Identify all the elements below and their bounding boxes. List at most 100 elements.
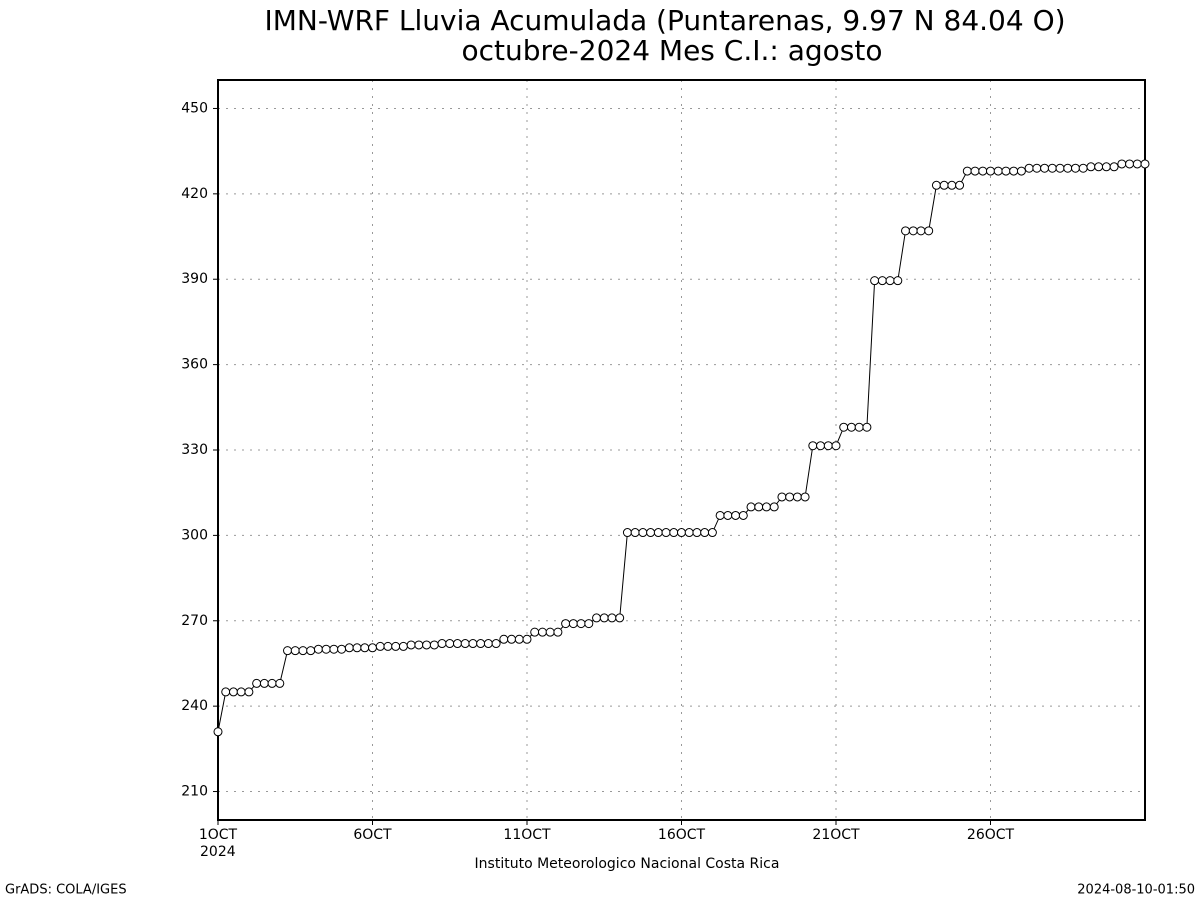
data-point [283, 646, 293, 656]
data-point [228, 687, 238, 697]
data-point [221, 687, 231, 697]
data-point [406, 640, 416, 650]
data-point [1032, 163, 1042, 173]
x-sublabel: 2024 [200, 844, 236, 860]
data-point [452, 639, 462, 649]
data-point [785, 492, 795, 502]
data-point [368, 643, 377, 653]
data-point [1070, 163, 1080, 173]
data-point [537, 627, 547, 637]
data-point [901, 226, 911, 236]
data-point [1094, 162, 1104, 172]
y-tick-label: 240 [181, 698, 208, 714]
data-point [831, 441, 841, 451]
data-point [1009, 166, 1019, 176]
data-point [236, 687, 246, 697]
data-point [483, 639, 493, 649]
data-point [646, 528, 656, 538]
data-point [615, 613, 625, 623]
data-point [1109, 162, 1119, 172]
data-point [329, 644, 339, 654]
data-point [507, 634, 517, 644]
data-point [908, 226, 918, 236]
data-point [1101, 162, 1111, 172]
data-point [499, 634, 509, 644]
data-point [715, 510, 725, 520]
data-point [429, 640, 439, 650]
data-point [661, 528, 671, 538]
data-point [723, 510, 733, 520]
data-point [777, 492, 787, 502]
data-point [669, 528, 679, 538]
data-point [445, 639, 455, 649]
data-point [460, 639, 470, 649]
x-tick-label: 21OCT [812, 827, 860, 843]
data-point [313, 644, 323, 654]
chart-subtitle: octubre-2024 Mes C.I.: agosto [462, 34, 883, 67]
data-point [986, 166, 995, 176]
data-point [754, 502, 764, 512]
data-point [592, 613, 602, 623]
data-point [545, 627, 555, 637]
plot-frame [217, 79, 1146, 821]
data-point [653, 528, 663, 538]
footer-left: GrADS: COLA/IGES [5, 883, 127, 898]
data-point [337, 644, 347, 654]
data-point [491, 639, 501, 649]
y-tick-label: 270 [181, 613, 208, 629]
y-tick-label: 450 [181, 100, 208, 116]
data-point [275, 678, 285, 688]
y-tick-label: 300 [181, 527, 208, 543]
data-point [885, 276, 895, 286]
data-point [1016, 166, 1026, 176]
data-point [398, 641, 408, 651]
data-point [1078, 163, 1088, 173]
data-point [259, 678, 269, 688]
data-point [684, 528, 694, 538]
data-point [622, 528, 632, 538]
data-point [290, 646, 300, 656]
x-tick-label: 6OCT [353, 827, 392, 843]
data-point [700, 528, 710, 538]
data-point [352, 643, 362, 653]
data-point [1001, 166, 1011, 176]
data-point [1063, 163, 1073, 173]
data-point [514, 634, 524, 644]
data-point [468, 639, 478, 649]
data-point [298, 646, 308, 656]
y-tick-label: 210 [181, 784, 208, 800]
data-point [638, 528, 648, 538]
data-point [584, 619, 594, 629]
data-point [955, 180, 965, 190]
data-point [939, 180, 949, 190]
data-point [553, 627, 563, 637]
data-point [1140, 159, 1150, 169]
data-point [599, 613, 609, 623]
data-point [561, 619, 571, 629]
data-point [792, 492, 802, 502]
data-point [870, 276, 880, 286]
data-point [761, 502, 771, 512]
y-tick-label: 420 [181, 186, 208, 202]
data-point [437, 639, 447, 649]
data-point [769, 502, 779, 512]
data-point [306, 646, 316, 656]
x-tick-label: 11OCT [503, 827, 551, 843]
y-tick-label: 390 [181, 271, 208, 287]
chart-title: IMN-WRF Lluvia Acumulada (Puntarenas, 9.… [264, 4, 1065, 37]
data-point [692, 528, 702, 538]
data-point [916, 226, 926, 236]
data-point [877, 276, 887, 286]
data-point [630, 528, 640, 538]
data-point [947, 180, 957, 190]
data-point [344, 643, 354, 653]
data-point [414, 640, 424, 650]
data-point [522, 634, 532, 644]
data-point [746, 502, 756, 512]
data-point [862, 422, 872, 432]
data-point [823, 441, 833, 451]
data-point [924, 226, 934, 236]
data-point [707, 528, 717, 538]
